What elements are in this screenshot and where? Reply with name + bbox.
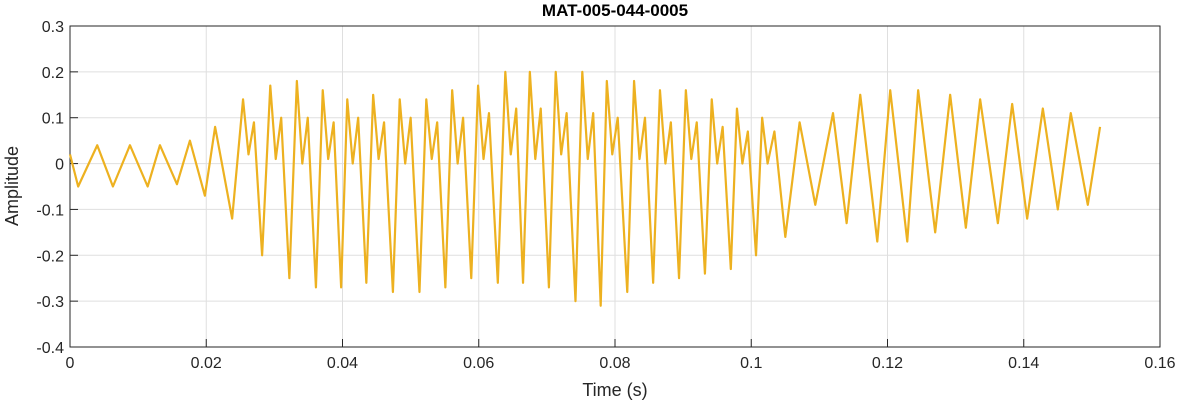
- x-tick-label: 0.08: [599, 355, 630, 372]
- y-tick-label: -0.2: [36, 248, 64, 265]
- y-tick-label: -0.3: [36, 294, 64, 311]
- x-tick-label: 0.06: [463, 355, 494, 372]
- y-tick-label: 0.3: [42, 19, 64, 36]
- axes-box: [69, 25, 1161, 348]
- y-tick-label: -0.1: [36, 202, 64, 219]
- x-tick-label: 0.16: [1144, 355, 1175, 372]
- x-tick-label: 0.1: [740, 355, 762, 372]
- x-tick-label: 0.12: [872, 355, 903, 372]
- x-tick-label: 0.02: [191, 355, 222, 372]
- y-tick-label: 0: [55, 157, 64, 174]
- x-tick-label: 0.14: [1008, 355, 1039, 372]
- x-tick-label: 0.04: [327, 355, 358, 372]
- y-tick-label: 0.1: [42, 111, 64, 128]
- y-tick-label: 0.2: [42, 65, 64, 82]
- data-line: [68, 70, 1102, 307]
- x-axis-label: Time (s): [582, 380, 647, 400]
- y-tick-label: -0.4: [36, 340, 64, 357]
- chart-title: MAT-005-044-0005: [542, 1, 688, 20]
- y-axis-label: Amplitude: [2, 146, 22, 226]
- x-tick-label: 0: [66, 355, 75, 372]
